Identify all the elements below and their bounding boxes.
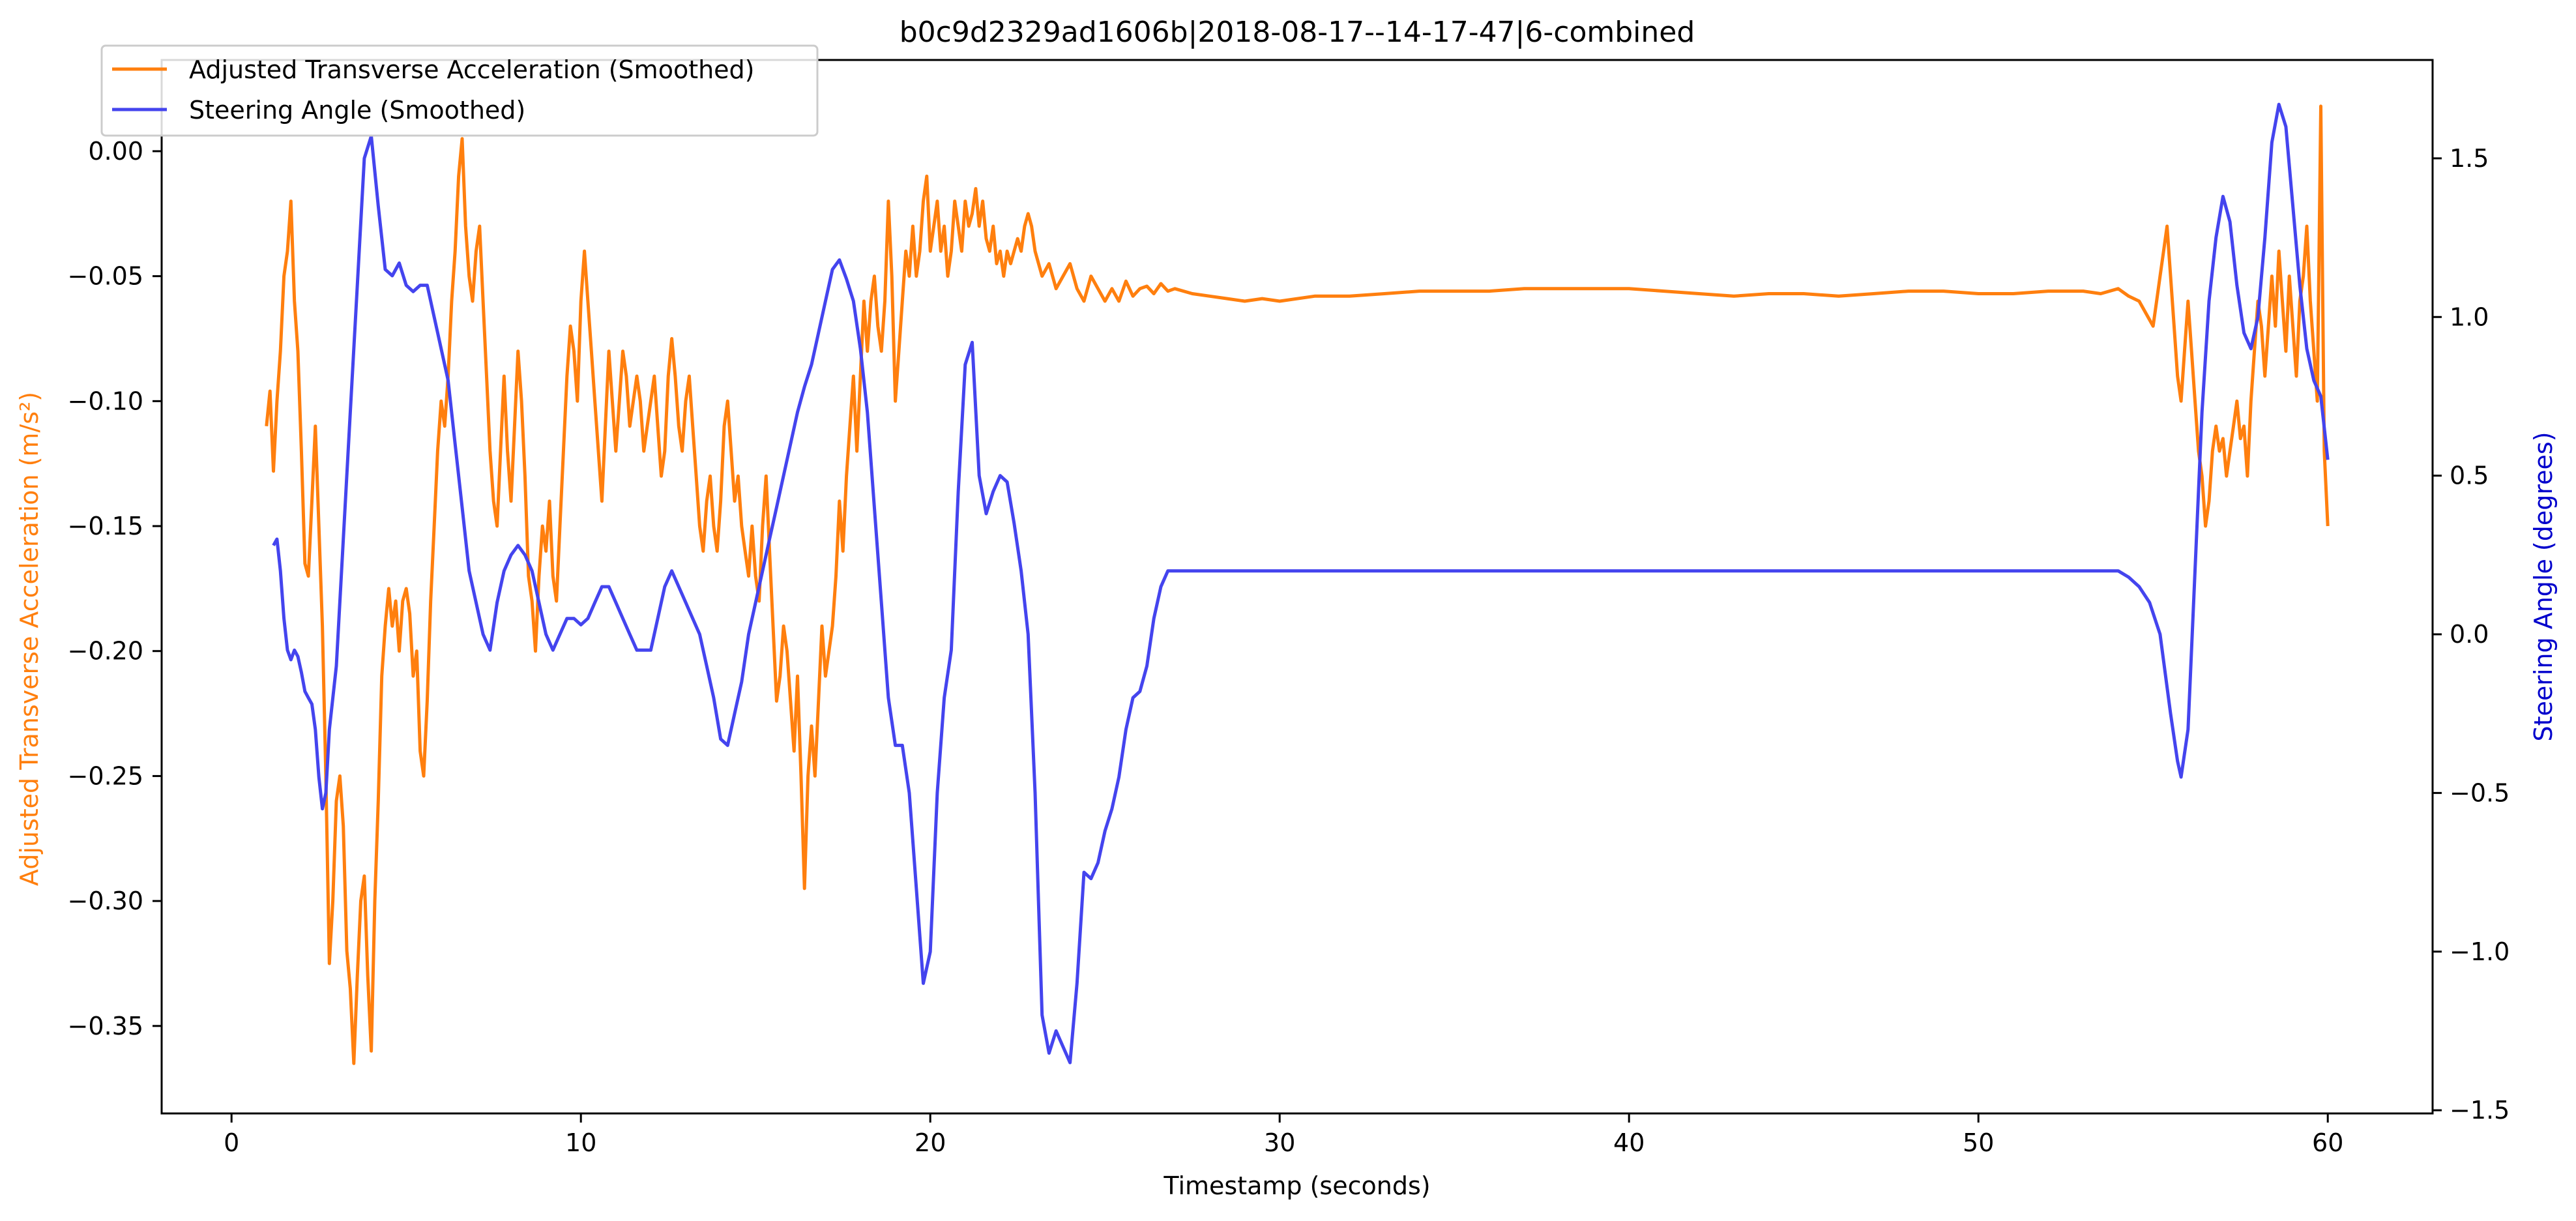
chart-legend: Adjusted Transverse Acceleration (Smooth… [100,44,819,137]
plot-layer [265,102,2330,1065]
y-right-tick-label: −1.0 [2450,937,2510,966]
y-left-tick-label: 0.00 [88,137,143,166]
legend-label-acceleration: Adjusted Transverse Acceleration (Smooth… [189,55,755,84]
x-tick-label: 30 [1264,1128,1295,1157]
y-right-tick-label: 0.0 [2450,620,2489,649]
chart-title: b0c9d2329ad1606b|2018-08-17--14-17-47|6-… [900,16,1695,49]
y-left-tick-label: −0.30 [68,887,143,915]
y-left-tick-label: −0.25 [68,761,143,790]
plot-frame [160,59,2434,1115]
y-right-tick-label: 0.5 [2450,462,2489,490]
series-line-acceleration [265,104,2330,1065]
x-tick-label: 40 [1613,1128,1645,1157]
x-tick-label: 20 [915,1128,946,1157]
axes-layer: 0 10 20 30 40 50 60 0.00 −0.05 −0.10 −0.15 −0.20 −0.… [68,59,2510,1157]
y-right-tick-label: 1.0 [2450,302,2489,331]
y-right-tick-label: −0.5 [2450,778,2510,807]
legend-label-steering: Steering Angle (Smoothed) [189,96,525,125]
y-left-tick-label: −0.05 [68,262,143,291]
y-axis-left-label: Adjusted Transverse Acceleration (m/s²) [15,392,44,886]
x-tick-label: 60 [2312,1128,2343,1157]
y-right-tick-label: −1.5 [2450,1096,2510,1125]
series-line-steering [272,102,2330,1065]
x-tick-label: 0 [224,1128,239,1157]
x-tick-label: 10 [565,1128,596,1157]
y-left-tick-label: −0.15 [68,512,143,540]
x-axis-label: Timestamp (seconds) [1163,1171,1430,1200]
y-left-tick-label: −0.10 [68,387,143,415]
y-axis-right-label: Steering Angle (degrees) [2529,432,2558,741]
y-right-tick-label: 1.5 [2450,144,2489,173]
y-left-tick-label: −0.35 [68,1012,143,1040]
x-tick-label: 50 [1963,1128,1994,1157]
legend-frame [100,44,819,137]
y-left-tick-label: −0.20 [68,637,143,666]
